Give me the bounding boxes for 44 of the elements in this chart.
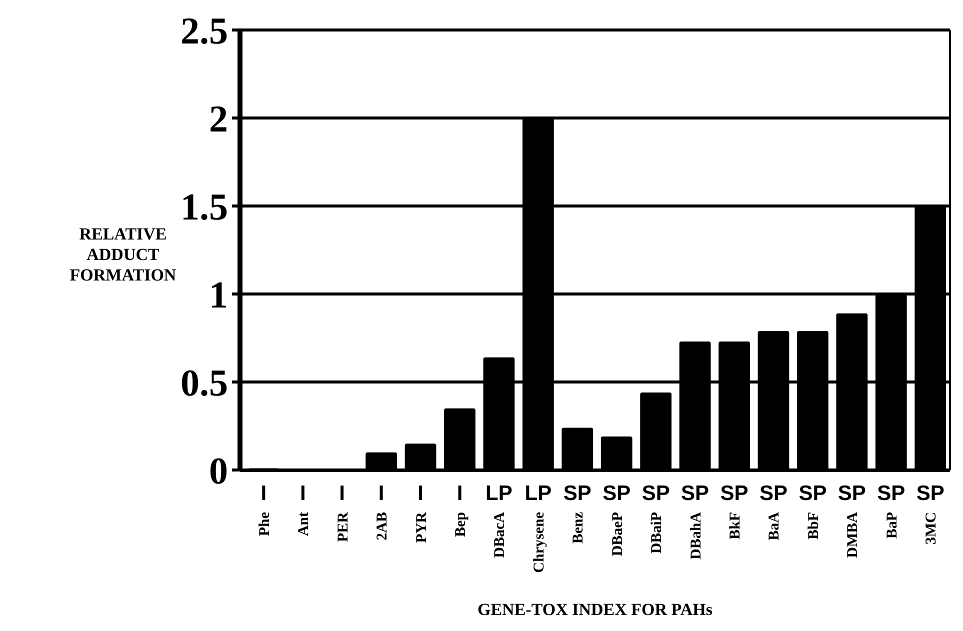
text: SP: [681, 482, 710, 505]
text: SP: [798, 482, 827, 505]
y-tick-label: 1: [209, 274, 228, 316]
x-tick-label: BbF: [806, 512, 822, 540]
x-tick-label: DBahA: [688, 512, 704, 560]
y-axis-title: RELATIVE ADDUCT FORMATION: [70, 224, 177, 284]
text: I: [260, 482, 267, 505]
text: SP: [877, 482, 906, 505]
x-tick-label: 2AB: [374, 512, 391, 540]
y-tick-label: 0.5: [180, 362, 228, 404]
text: SP: [916, 482, 944, 505]
x-tick-label: Ant: [296, 512, 312, 536]
text: LP: [524, 482, 552, 505]
text: LP: [486, 482, 512, 505]
y-tick-label: 2.5: [180, 10, 228, 52]
text: SP: [602, 482, 631, 505]
x-tick-label: BkF: [728, 512, 744, 540]
x-tick-label: Chrysene: [531, 512, 548, 573]
x-tick-label: DMBA: [845, 512, 862, 558]
x-tick-label: 3MC: [924, 512, 940, 544]
x-tick-label: Benz: [570, 512, 587, 544]
text: I: [300, 482, 306, 505]
text: I: [339, 482, 346, 505]
text: I: [418, 482, 424, 505]
text: I: [456, 482, 463, 505]
x-axis-title: GENE-TOX INDEX FOR PAHs: [477, 600, 713, 619]
x-tick-label: BaA: [766, 512, 783, 540]
x-tick-label: DBacA: [492, 512, 508, 558]
x-tick-label: DBaiP: [649, 512, 666, 554]
x-tick-label: PYR: [414, 512, 430, 543]
x-tick-label: Bep: [452, 512, 469, 538]
text: SP: [642, 482, 670, 505]
x-tick-label: BaP: [884, 512, 900, 539]
text: SP: [720, 482, 748, 505]
text: SP: [759, 482, 788, 505]
x-tick-label: Phe: [256, 512, 273, 536]
text: SP: [838, 482, 866, 505]
x-tick-label: PER: [335, 512, 352, 542]
text: SP: [563, 482, 592, 505]
y-tick-label: 0: [209, 450, 228, 492]
x-tick-label: DBaeP: [610, 512, 626, 556]
text: I: [378, 482, 384, 505]
y-tick-label: 2: [209, 98, 228, 140]
y-tick-label: 1.5: [180, 186, 228, 228]
